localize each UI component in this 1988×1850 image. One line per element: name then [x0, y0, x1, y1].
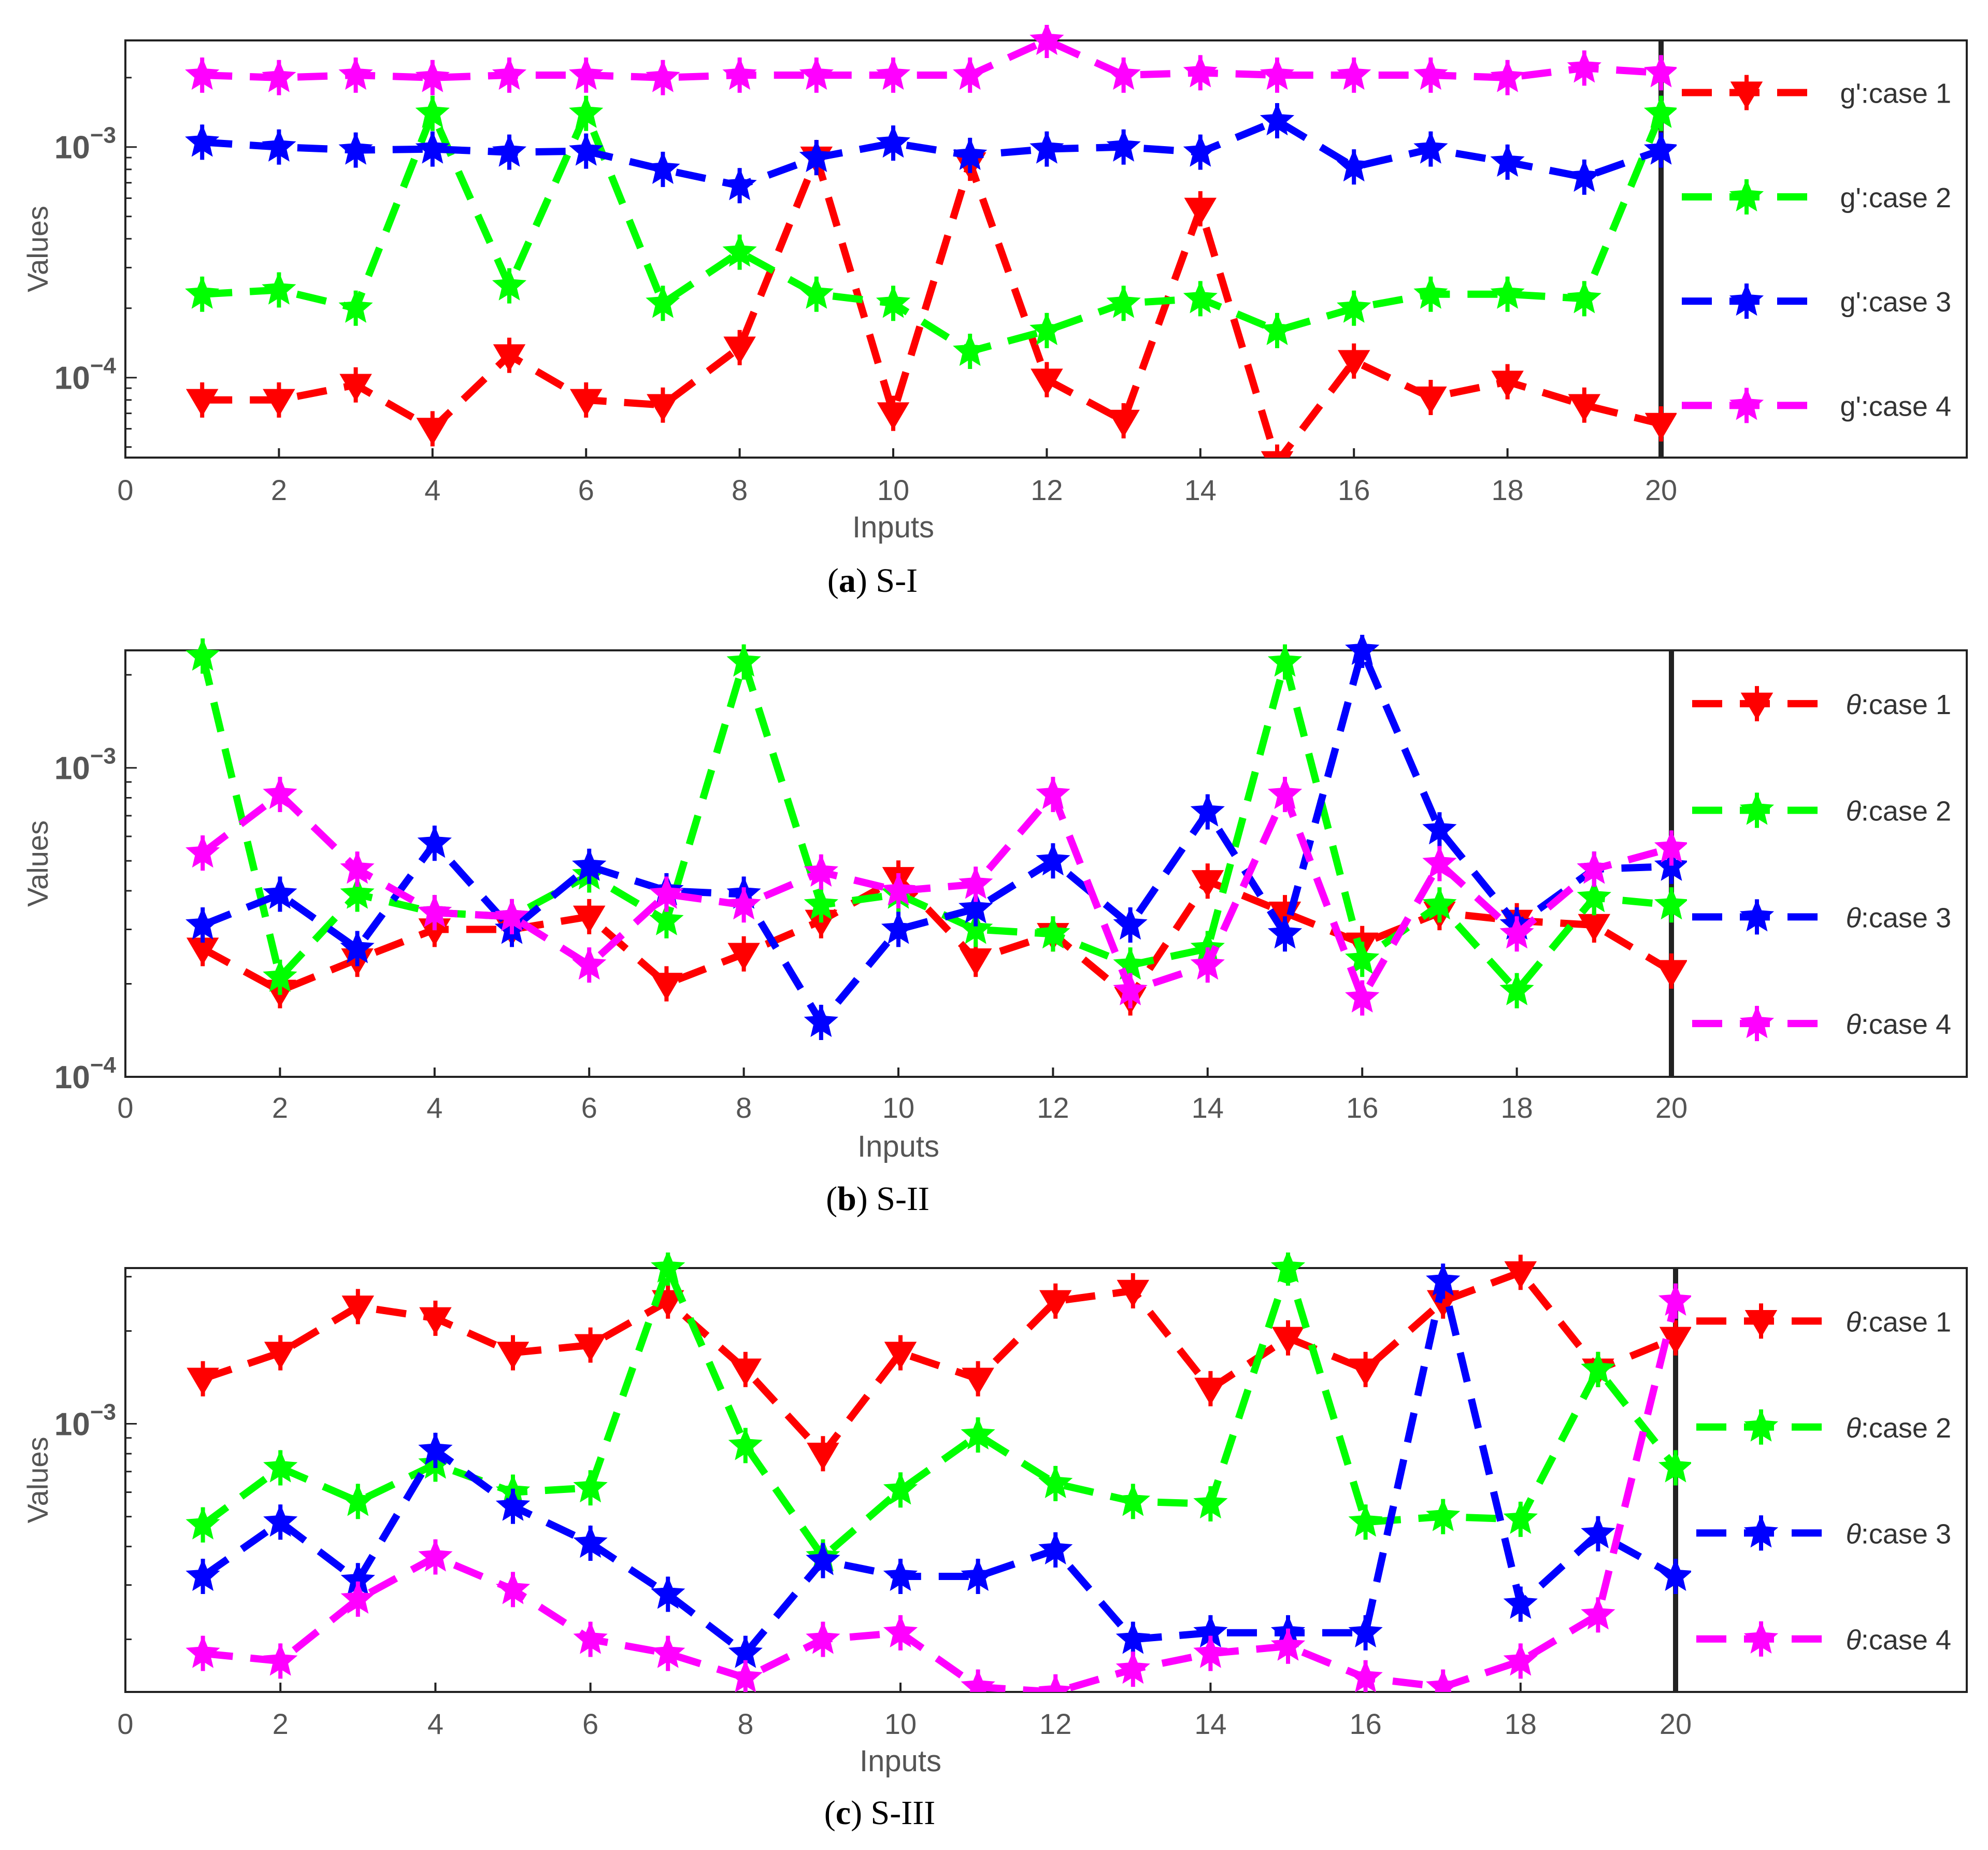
- series-4: [185, 25, 1677, 95]
- y-tick-label: 10−4: [54, 1052, 117, 1095]
- y-tick-label: 10−3: [54, 1400, 116, 1443]
- legend-label: θ:case 3: [1846, 902, 1951, 933]
- legend-label: g':case 4: [1840, 391, 1951, 422]
- legend-entry-3: g':case 3: [1682, 283, 1951, 319]
- panel-caption: (a) S-I: [827, 562, 918, 600]
- series-line: [201, 1277, 1678, 1657]
- x-tick-label: 6: [578, 474, 594, 506]
- x-tick-label: 10: [884, 1707, 917, 1740]
- legend-label: θ:case 3: [1846, 1518, 1951, 1549]
- x-tick-label: 4: [424, 474, 440, 506]
- y-tick-label: 10−3: [54, 744, 116, 787]
- legend-entry-1: θ:case 1: [1696, 1303, 1951, 1339]
- series-4: [185, 1283, 1691, 1692]
- x-tick-label: 0: [117, 1707, 133, 1740]
- series-4: [185, 776, 1687, 1016]
- series-line: [202, 109, 1665, 355]
- series-2: [185, 638, 1687, 1008]
- legend-box: [1660, 39, 1968, 459]
- x-tick-label: 2: [272, 1091, 288, 1124]
- series-3: [185, 1263, 1691, 1671]
- x-tick-label: 6: [582, 1707, 598, 1740]
- y-axis-label: Values: [21, 206, 54, 292]
- legend-label: θ:case 2: [1846, 1413, 1951, 1444]
- series-line: [201, 874, 1674, 1002]
- y-axis-label: Values: [21, 1436, 54, 1523]
- panel-caption: (c) S-III: [824, 1794, 935, 1832]
- x-tick-label: 14: [1184, 474, 1217, 506]
- x-tick-label: 8: [736, 1091, 752, 1124]
- legend-entry-4: g':case 4: [1682, 387, 1951, 423]
- legend-label: θ:case 4: [1846, 1625, 1951, 1656]
- legend-label: g':case 2: [1840, 182, 1951, 214]
- x-tick-label: 16: [1346, 1091, 1378, 1124]
- x-axis-label: Inputs: [852, 510, 934, 544]
- x-axis-label: Inputs: [857, 1130, 939, 1163]
- x-tick-label: 4: [426, 1091, 442, 1124]
- series-line: [200, 791, 1672, 1002]
- x-tick-label: 20: [1645, 474, 1677, 506]
- legend-label: θ:case 2: [1846, 796, 1951, 827]
- legend-entry-2: θ:case 2: [1696, 1408, 1951, 1445]
- y-axis-label: Values: [21, 820, 54, 907]
- x-tick-label: 14: [1192, 1091, 1224, 1124]
- x-tick-label: 18: [1491, 474, 1523, 506]
- series-line: [202, 1300, 1679, 1692]
- legend-label: θ:case 4: [1846, 1009, 1951, 1040]
- x-tick-label: 2: [271, 474, 287, 506]
- panel-a: 0 2 4 6 8 10 12 14 16 18 20 10−4 10−3 Inputs Values g':…: [21, 25, 1968, 600]
- x-tick-label: 14: [1194, 1707, 1226, 1740]
- series-line: [202, 154, 1662, 458]
- panel-b: 0 2 4 6 8 10 12 14 16 18 20 10−4 10−3 Inputs Values θ:c…: [21, 635, 1968, 1218]
- x-tick-label: 12: [1039, 1707, 1071, 1740]
- series-line: [201, 1264, 1679, 1561]
- x-tick-label: 4: [427, 1707, 444, 1740]
- y-tick-label: 10−4: [54, 353, 117, 396]
- legend-entry-4: θ:case 4: [1692, 1005, 1951, 1042]
- x-tick-label: 12: [1031, 474, 1063, 506]
- x-tick-label: 12: [1037, 1091, 1069, 1124]
- legend-entry-1: g':case 1: [1682, 75, 1951, 110]
- x-tick-label: 18: [1500, 1091, 1533, 1124]
- x-tick-label: 8: [737, 1707, 753, 1740]
- x-tick-label: 0: [117, 1091, 133, 1124]
- x-tick-label: 6: [581, 1091, 597, 1124]
- x-axis-label: Inputs: [860, 1744, 941, 1778]
- series-line: [202, 117, 1663, 190]
- x-tick-label: 20: [1660, 1707, 1692, 1740]
- series-1: [185, 140, 1677, 458]
- x-tick-label: 16: [1338, 474, 1370, 506]
- legend-entry-2: θ:case 2: [1692, 792, 1951, 828]
- series-3: [185, 635, 1687, 1040]
- legend-label: θ:case 1: [1846, 689, 1951, 720]
- legend-entry-3: θ:case 3: [1692, 899, 1951, 935]
- series-line: [202, 37, 1662, 81]
- series-line: [201, 647, 1672, 1026]
- series-line: [202, 1269, 1677, 1458]
- series-3: [185, 103, 1677, 204]
- x-tick-label: 10: [882, 1091, 914, 1124]
- legend-entry-2: g':case 2: [1682, 179, 1951, 215]
- y-tick-label: 10−3: [54, 123, 116, 166]
- x-tick-label: 16: [1349, 1707, 1381, 1740]
- legend-label: g':case 1: [1840, 78, 1951, 109]
- legend-entry-3: θ:case 3: [1696, 1515, 1951, 1551]
- legend-entry-1: θ:case 1: [1692, 686, 1951, 721]
- series-line: [199, 655, 1672, 994]
- legend-entry-4: θ:case 4: [1696, 1620, 1951, 1657]
- series-2: [185, 95, 1677, 369]
- x-tick-label: 20: [1655, 1091, 1687, 1124]
- panel-c: 0 2 4 6 8 10 12 14 16 18 20 10−3 Inputs Values θ:case …: [21, 1253, 1968, 1832]
- legend-label: θ:case 1: [1846, 1306, 1951, 1337]
- panel-caption: (b) S-II: [826, 1180, 929, 1218]
- x-tick-label: 10: [877, 474, 909, 506]
- x-tick-label: 18: [1505, 1707, 1537, 1740]
- x-tick-label: 8: [732, 474, 748, 506]
- legend-label: g':case 3: [1840, 287, 1951, 318]
- x-tick-label: 0: [117, 474, 133, 506]
- series-2: [185, 1253, 1691, 1575]
- x-tick-label: 2: [273, 1707, 289, 1740]
